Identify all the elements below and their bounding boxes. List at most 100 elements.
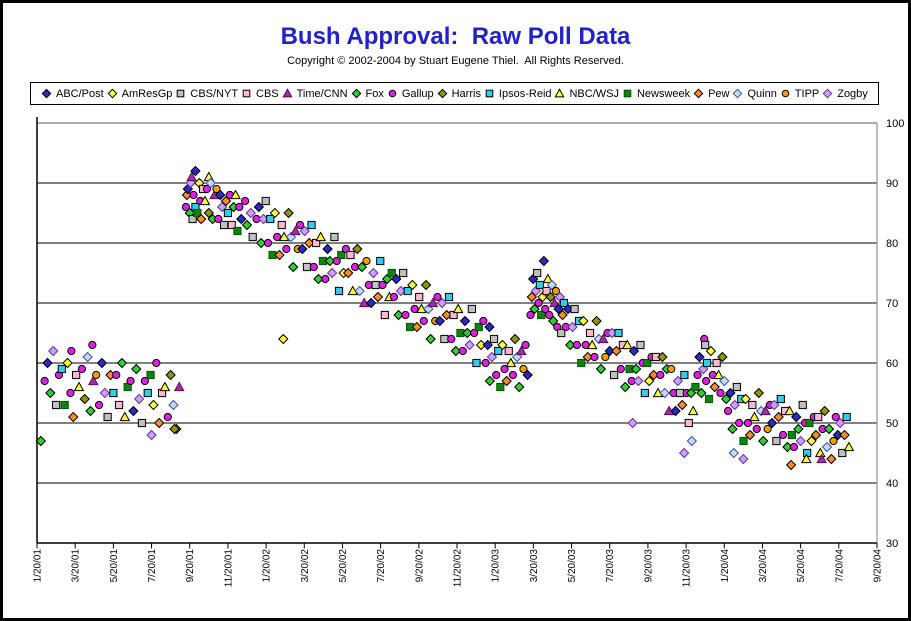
data-point xyxy=(548,315,559,327)
data-point xyxy=(772,436,781,446)
data-point xyxy=(785,459,797,471)
data-point xyxy=(62,357,73,369)
data-point xyxy=(346,250,355,260)
data-point xyxy=(334,286,344,296)
legend-item-abc-post: ABC/Post xyxy=(41,88,104,100)
data-point xyxy=(133,393,145,405)
data-point xyxy=(485,89,494,98)
data-point xyxy=(693,370,702,380)
legend-item-zogby: Zogby xyxy=(822,88,868,100)
data-point xyxy=(235,202,244,212)
axis-tick-label: 11/20/02 xyxy=(453,549,464,588)
data-point xyxy=(387,268,396,278)
axis-tick-label: 80 xyxy=(886,238,898,250)
data-point xyxy=(515,345,527,356)
data-point xyxy=(326,267,338,279)
data-point xyxy=(733,88,743,99)
data-point xyxy=(611,345,622,357)
data-point xyxy=(526,310,535,320)
data-point xyxy=(73,381,85,392)
data-point xyxy=(640,388,649,398)
axis-tick-label: 3/20/02 xyxy=(300,549,311,583)
data-point xyxy=(77,364,86,374)
data-point xyxy=(778,430,788,440)
data-point xyxy=(685,387,697,399)
data-point xyxy=(354,285,365,297)
data-point xyxy=(420,279,432,291)
data-point xyxy=(719,375,730,387)
data-point xyxy=(781,89,790,98)
data-point xyxy=(362,256,371,266)
data-point xyxy=(269,207,281,219)
data-point xyxy=(212,184,221,194)
data-point xyxy=(190,165,201,177)
data-point xyxy=(131,363,142,375)
data-point xyxy=(378,280,387,290)
data-point xyxy=(219,220,229,230)
data-point xyxy=(140,376,149,386)
data-point xyxy=(214,214,223,224)
axis-tick-label: 70 xyxy=(886,298,898,310)
data-point xyxy=(427,297,439,308)
axis-tick-label: 3/20/03 xyxy=(529,549,540,583)
legend-label: AmResGp xyxy=(121,87,173,100)
data-point xyxy=(177,89,185,98)
data-point xyxy=(805,418,814,428)
data-point xyxy=(116,357,128,369)
legend-label: Quinn xyxy=(747,87,777,100)
copyright-notice: Copyright © 2002-2004 by Stuart Eugene T… xyxy=(287,55,624,67)
data-point xyxy=(324,255,336,267)
data-point xyxy=(163,412,172,422)
data-point xyxy=(148,399,159,411)
data-point xyxy=(501,375,512,387)
data-point xyxy=(112,370,121,380)
data-point xyxy=(94,400,104,410)
data-point xyxy=(542,286,551,296)
data-point xyxy=(242,89,251,98)
data-point xyxy=(126,376,135,386)
legend-label: Zogby xyxy=(837,87,868,100)
data-point xyxy=(748,400,757,410)
data-point xyxy=(425,333,436,345)
zogby-marker-icon xyxy=(822,88,833,99)
data-point xyxy=(773,411,784,423)
data-point xyxy=(337,250,346,260)
data-point xyxy=(559,298,569,308)
axis-tick-label: 11/20/03 xyxy=(682,549,693,588)
data-point xyxy=(146,429,157,441)
data-point xyxy=(263,238,273,248)
data-point xyxy=(670,405,681,417)
data-point xyxy=(831,412,840,422)
data-point xyxy=(99,387,110,399)
data-point xyxy=(290,225,301,236)
data-point xyxy=(533,268,542,278)
data-point xyxy=(479,316,488,326)
data-point xyxy=(619,381,631,393)
data-point xyxy=(169,423,180,435)
data-point xyxy=(450,345,462,357)
data-point xyxy=(675,388,685,398)
data-point xyxy=(459,315,471,327)
data-point xyxy=(302,262,312,272)
legend-label: Newsweek xyxy=(636,87,691,100)
legend-item-fox: Fox xyxy=(351,88,384,100)
data-point xyxy=(440,334,449,344)
data-point xyxy=(470,328,479,338)
data-point xyxy=(273,232,282,242)
data-point xyxy=(678,447,690,459)
data-point xyxy=(85,405,96,417)
data-point xyxy=(760,405,771,416)
data-point xyxy=(410,304,419,314)
data-point xyxy=(687,405,699,416)
data-point xyxy=(299,225,310,237)
ipsos-reid-marker-icon xyxy=(485,89,494,98)
data-point xyxy=(541,304,550,314)
data-point xyxy=(534,298,543,308)
data-point xyxy=(798,400,807,410)
data-point xyxy=(823,423,835,435)
data-point xyxy=(248,232,257,242)
data-point xyxy=(312,238,321,248)
data-point xyxy=(686,435,698,447)
data-point xyxy=(494,346,503,356)
